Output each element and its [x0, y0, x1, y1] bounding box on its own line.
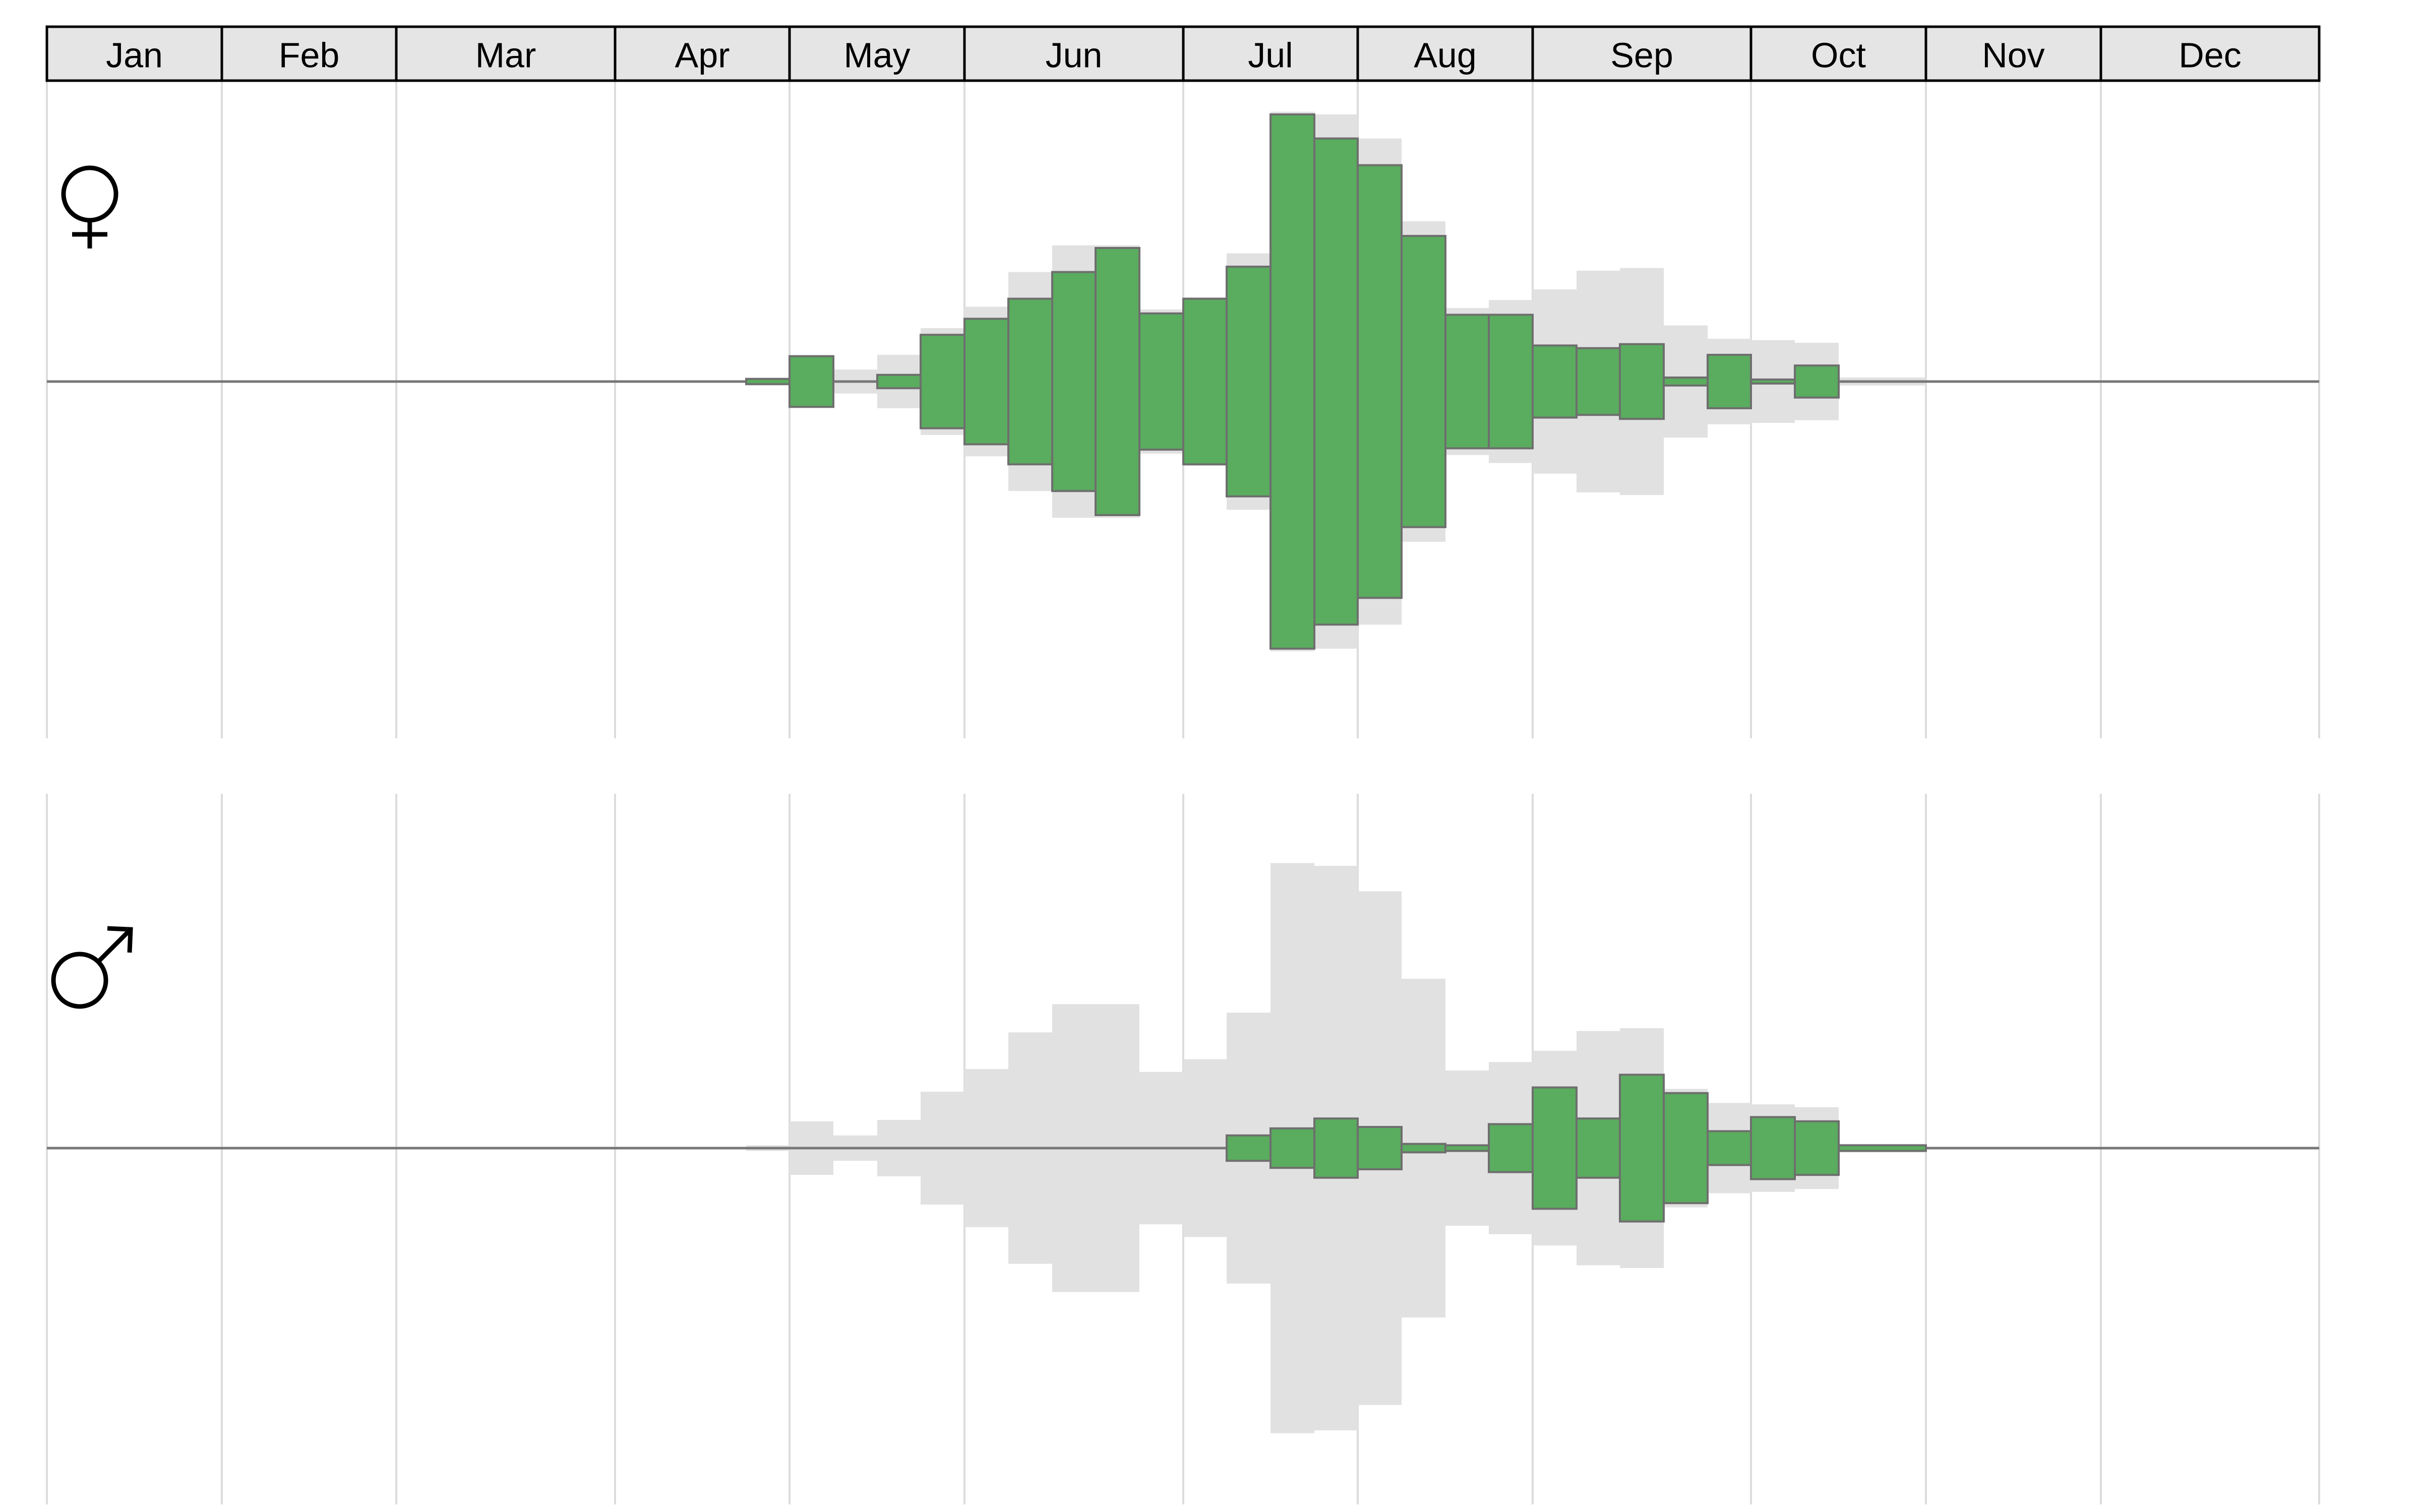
male-bar-sep-3 [1576, 1117, 1621, 1179]
month-cell-jun [963, 25, 1185, 82]
month-label-oct: Oct [1811, 36, 1866, 75]
panel-female [47, 111, 2319, 652]
male-bar-jul-3 [1226, 1134, 1272, 1162]
female-bar-aug-1 [1313, 137, 1359, 626]
female-bar-jun-1 [920, 334, 965, 429]
female-bar-jul-2 [1182, 297, 1228, 466]
month-label-jan: Jan [106, 36, 163, 75]
female-bar-sep-2 [1532, 344, 1578, 419]
month-label-nov: Nov [1982, 36, 2044, 75]
month-cell-dec [2099, 25, 2321, 82]
female-bar-sep-1 [1488, 313, 1534, 450]
female-bar-jun-5 [1095, 247, 1140, 516]
month-cell-mar [395, 25, 617, 82]
month-cell-oct [1749, 25, 1927, 82]
month-label-mar: Mar [475, 36, 536, 75]
female-bar-jul-1 [1138, 312, 1184, 451]
female-bar-oct-1 [1707, 354, 1752, 409]
female-bar-aug-3 [1401, 235, 1446, 528]
month-label-sep: Sep [1610, 36, 1673, 75]
month-header: Jan Feb Mar Apr May Jun Jul Aug Sep Oct Nov Dec [45, 25, 2321, 82]
female-bar-sep-4 [1619, 343, 1665, 420]
month-label-jun: Jun [1046, 36, 1103, 75]
male-bar-jul-4 [1269, 1127, 1315, 1169]
female-bar-sep-5 [1663, 376, 1709, 387]
male-bar-sep-1 [1488, 1123, 1534, 1173]
female-bar-apr-3 [745, 377, 791, 386]
female-bar-aug-2 [1357, 164, 1403, 599]
female-bar-jul-4 [1269, 113, 1315, 650]
male-bar-oct-3 [1794, 1120, 1840, 1176]
month-cell-nov [1924, 25, 2102, 82]
female-bar-may-1 [789, 355, 834, 408]
male-bar-sep-4 [1619, 1074, 1665, 1223]
month-cell-jul [1182, 25, 1359, 82]
male-bar-aug-4 [1444, 1144, 1490, 1152]
month-cell-aug [1356, 25, 1534, 82]
female-bar-jul-3 [1226, 266, 1272, 497]
male-bar-oct-1 [1707, 1130, 1752, 1166]
month-label-aug: Aug [1414, 36, 1477, 75]
male-bar-aug-1 [1313, 1117, 1359, 1179]
male-bar-aug-2 [1357, 1126, 1403, 1170]
female-bar-jun-3 [1007, 297, 1053, 466]
month-cell-apr [614, 25, 791, 82]
month-label-jul: Jul [1248, 36, 1293, 75]
male-bar-sep-2 [1532, 1086, 1578, 1210]
month-label-feb: Feb [279, 36, 340, 75]
month-label-dec: Dec [2179, 36, 2241, 75]
female-bar-sep-3 [1576, 347, 1621, 416]
female-bar-jun-2 [963, 318, 1009, 446]
month-cell-jan [45, 25, 223, 82]
male-bar-aug-3 [1401, 1143, 1446, 1154]
month-label-apr: Apr [675, 36, 730, 75]
male-symbol-icon [51, 926, 133, 1009]
male-bar-nov-1 [1838, 1144, 1927, 1152]
month-label-may: May [843, 36, 910, 75]
month-cell-feb [220, 25, 398, 82]
female-bar-aug-4 [1444, 313, 1490, 450]
male-bar-sep-5 [1663, 1092, 1709, 1205]
female-bar-jun-4 [1051, 271, 1097, 492]
female-symbol-icon [61, 165, 118, 248]
female-bar-may-3 [876, 373, 922, 390]
female-bar-oct-2 [1750, 379, 1796, 385]
panel-male [47, 863, 2319, 1433]
female-bar-oct-3 [1794, 364, 1840, 399]
male-bar-oct-2 [1750, 1116, 1796, 1180]
grid-lines [46, 81, 2320, 1504]
